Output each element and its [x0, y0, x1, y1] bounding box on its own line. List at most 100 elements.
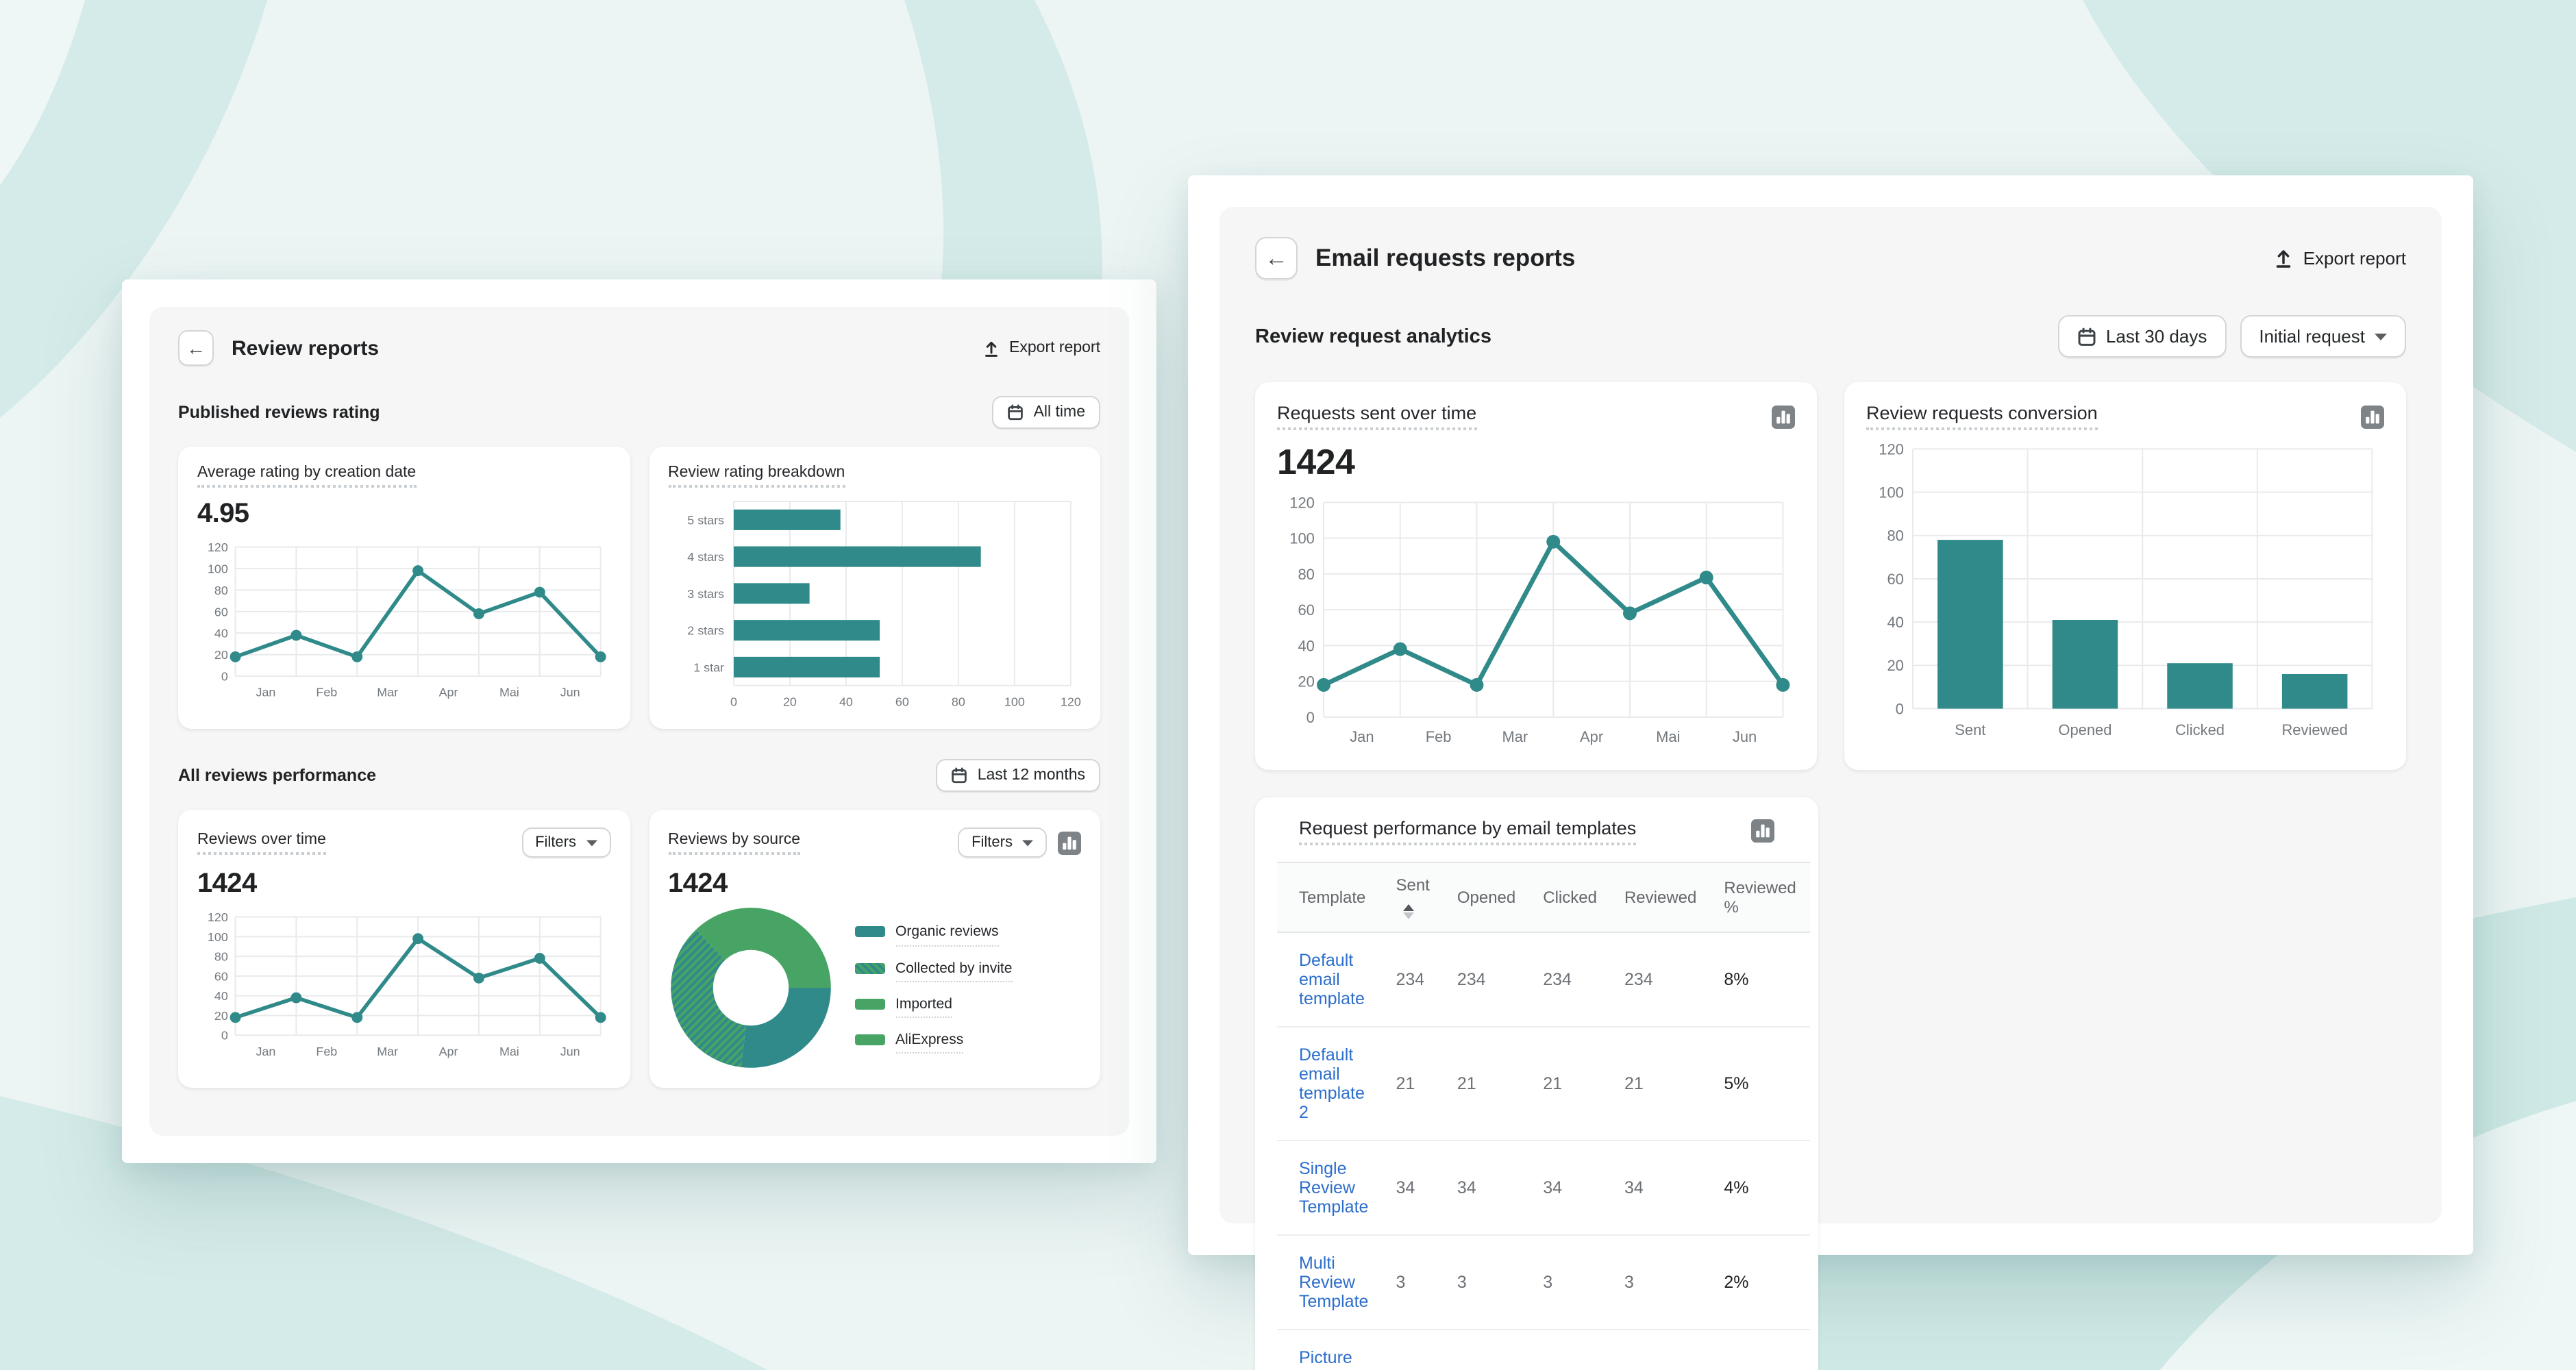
- table-row: Picture First Template 5 5 5 5 1%: [1277, 1330, 1810, 1370]
- svg-text:5 stars: 5 stars: [686, 513, 723, 527]
- svg-text:Reviewed: Reviewed: [2281, 721, 2347, 738]
- svg-text:Apr: Apr: [439, 686, 458, 699]
- card-title: Request performance by email templates: [1299, 817, 1637, 845]
- review-reports-header: ← Review reports Export report: [178, 330, 1100, 366]
- svg-text:Apr: Apr: [1580, 728, 1603, 745]
- svg-text:Feb: Feb: [316, 686, 337, 699]
- svg-text:Mai: Mai: [499, 686, 519, 699]
- svg-text:120: 120: [1060, 695, 1080, 708]
- export-report-button[interactable]: Export report: [2273, 248, 2406, 269]
- card-title: Reviews by source: [668, 831, 801, 855]
- filters-button[interactable]: Filters: [958, 827, 1047, 858]
- col-clicked: Clicked: [1529, 861, 1611, 933]
- template-link[interactable]: Picture First Template: [1299, 1348, 1352, 1370]
- export-report-button[interactable]: Export report: [982, 339, 1100, 357]
- legend-item: AliExpress: [854, 1030, 1060, 1054]
- table-row: Single Review Template 34 34 34 34 4%: [1277, 1141, 1810, 1236]
- svg-text:Opened: Opened: [2058, 721, 2111, 738]
- review-request-analytics-section: Review request analytics Last 30 days In…: [1255, 315, 2406, 358]
- performance-cards-row: Reviews over time Filters 1424 0 20 40 60 80…: [178, 810, 1100, 1088]
- svg-text:40: 40: [1887, 614, 1903, 631]
- svg-text:Mar: Mar: [377, 686, 398, 699]
- svg-text:120: 120: [208, 910, 228, 924]
- reviews-over-time-line-chart: 0 20 40 60 80 100 120 Jan Feb Mar Apr Mai Jun: [197, 908, 610, 1061]
- svg-text:80: 80: [1887, 527, 1903, 545]
- sort-icon[interactable]: [1402, 904, 1414, 919]
- card-reviews-over-time: Reviews over time Filters 1424 0 20 40 60 80…: [178, 810, 630, 1088]
- rating-breakdown-bar-chart: 0 20 40 60 80 100 120 5 stars 4 stars 3 stars 2 st…: [668, 496, 1081, 711]
- caret-down-icon: [586, 839, 597, 846]
- svg-text:20: 20: [782, 695, 796, 708]
- legend-swatch-organic-reviews: [854, 926, 884, 938]
- svg-text:Mar: Mar: [1502, 728, 1528, 745]
- svg-text:40: 40: [839, 695, 852, 708]
- svg-text:80: 80: [214, 584, 228, 597]
- column-chart-icon: [2361, 405, 2384, 428]
- svg-text:120: 120: [208, 540, 228, 554]
- card-title: Review requests conversion: [1866, 403, 2098, 430]
- section-heading: All reviews performance: [178, 766, 377, 786]
- template-link[interactable]: Single Review Template: [1277, 1141, 1383, 1236]
- table-row: Default email template 234 234 234 234 8…: [1277, 932, 1810, 1028]
- requests-sent-value: 1424: [1277, 441, 1355, 482]
- svg-text:Sent: Sent: [1955, 721, 1985, 738]
- section-heading: Review request analytics: [1255, 325, 1491, 347]
- svg-text:100: 100: [208, 930, 228, 944]
- average-rating-line-chart: 0 20 40 60 80 100 120 Jan Feb Mar Apr Mai Jun: [197, 538, 610, 702]
- svg-text:0: 0: [730, 695, 736, 708]
- reviews-over-time-value: 1424: [197, 869, 257, 899]
- template-link[interactable]: Default email template 2: [1277, 1027, 1383, 1141]
- card-title: Requests sent over time: [1277, 403, 1477, 430]
- template-link[interactable]: Default email template: [1277, 932, 1383, 1028]
- svg-text:80: 80: [214, 950, 228, 964]
- calendar-icon: [1008, 404, 1024, 421]
- review-reports-window: ← Review reports Export report Published…: [122, 279, 1156, 1163]
- svg-text:40: 40: [214, 990, 228, 1004]
- column-chart-icon: [1058, 831, 1081, 855]
- svg-text:Mai: Mai: [1656, 728, 1680, 745]
- card-review-requests-conversion: Review requests conversion 0 20 40 60 80 100 1…: [1844, 382, 2406, 769]
- col-reviewed-pct: Reviewed %: [1710, 861, 1810, 933]
- col-sent[interactable]: Sent: [1382, 861, 1444, 933]
- svg-text:Jun: Jun: [560, 1045, 580, 1058]
- svg-text:100: 100: [208, 562, 228, 575]
- back-arrow-icon: ←: [186, 337, 206, 359]
- svg-text:100: 100: [1879, 484, 1904, 501]
- card-average-rating: Average rating by creation date 4.95 0 20…: [178, 447, 630, 730]
- template-link[interactable]: Multi Review Template: [1277, 1235, 1383, 1330]
- col-reviewed: Reviewed: [1610, 861, 1711, 933]
- svg-text:80: 80: [951, 695, 965, 708]
- analytics-cards-row: Requests sent over time 1424 0 20 40 60 80 10…: [1255, 382, 2406, 769]
- svg-text:Mar: Mar: [377, 1045, 398, 1058]
- col-opened: Opened: [1443, 861, 1530, 933]
- request-type-dropdown[interactable]: Initial request: [2240, 315, 2406, 358]
- legend-item: Collected by invite: [854, 958, 1060, 982]
- svg-text:60: 60: [214, 970, 228, 984]
- card-reviews-by-source: Reviews by source Filters: [649, 810, 1100, 1088]
- calendar-icon: [2078, 327, 2096, 345]
- svg-text:40: 40: [1298, 637, 1314, 654]
- back-button[interactable]: ←: [178, 330, 214, 366]
- email-requests-panel: ← Email requests reports Export report R…: [1219, 207, 2442, 1370]
- svg-text:100: 100: [1289, 530, 1315, 547]
- back-button[interactable]: ←: [1255, 237, 1298, 279]
- reviews-by-source-donut-chart: [668, 906, 832, 1070]
- svg-text:Jan: Jan: [1350, 728, 1374, 745]
- filters-button[interactable]: Filters: [521, 827, 610, 858]
- email-requests-header: ← Email requests reports Export report: [1255, 237, 2406, 279]
- last-12-months-button[interactable]: Last 12 months: [936, 759, 1100, 793]
- legend-swatch-collected-by-invite: [854, 962, 884, 974]
- svg-text:Jan: Jan: [256, 686, 276, 699]
- svg-text:Feb: Feb: [1426, 728, 1452, 745]
- svg-text:3 stars: 3 stars: [686, 587, 723, 601]
- column-chart-icon: [1772, 405, 1795, 428]
- svg-text:Apr: Apr: [439, 1045, 458, 1058]
- legend-item: Organic reviews: [854, 923, 1060, 947]
- all-time-button[interactable]: All time: [992, 396, 1100, 429]
- requests-sent-line-chart: 0 20 40 60 80 100 120 Jan Feb Mar Apr Mai Jun: [1277, 492, 1795, 749]
- svg-text:80: 80: [1298, 566, 1314, 583]
- last-30-days-button[interactable]: Last 30 days: [2057, 315, 2227, 358]
- svg-text:Jun: Jun: [1733, 728, 1757, 745]
- all-reviews-performance-section: All reviews performance Last 12 months: [178, 759, 1100, 793]
- svg-text:20: 20: [214, 1009, 228, 1023]
